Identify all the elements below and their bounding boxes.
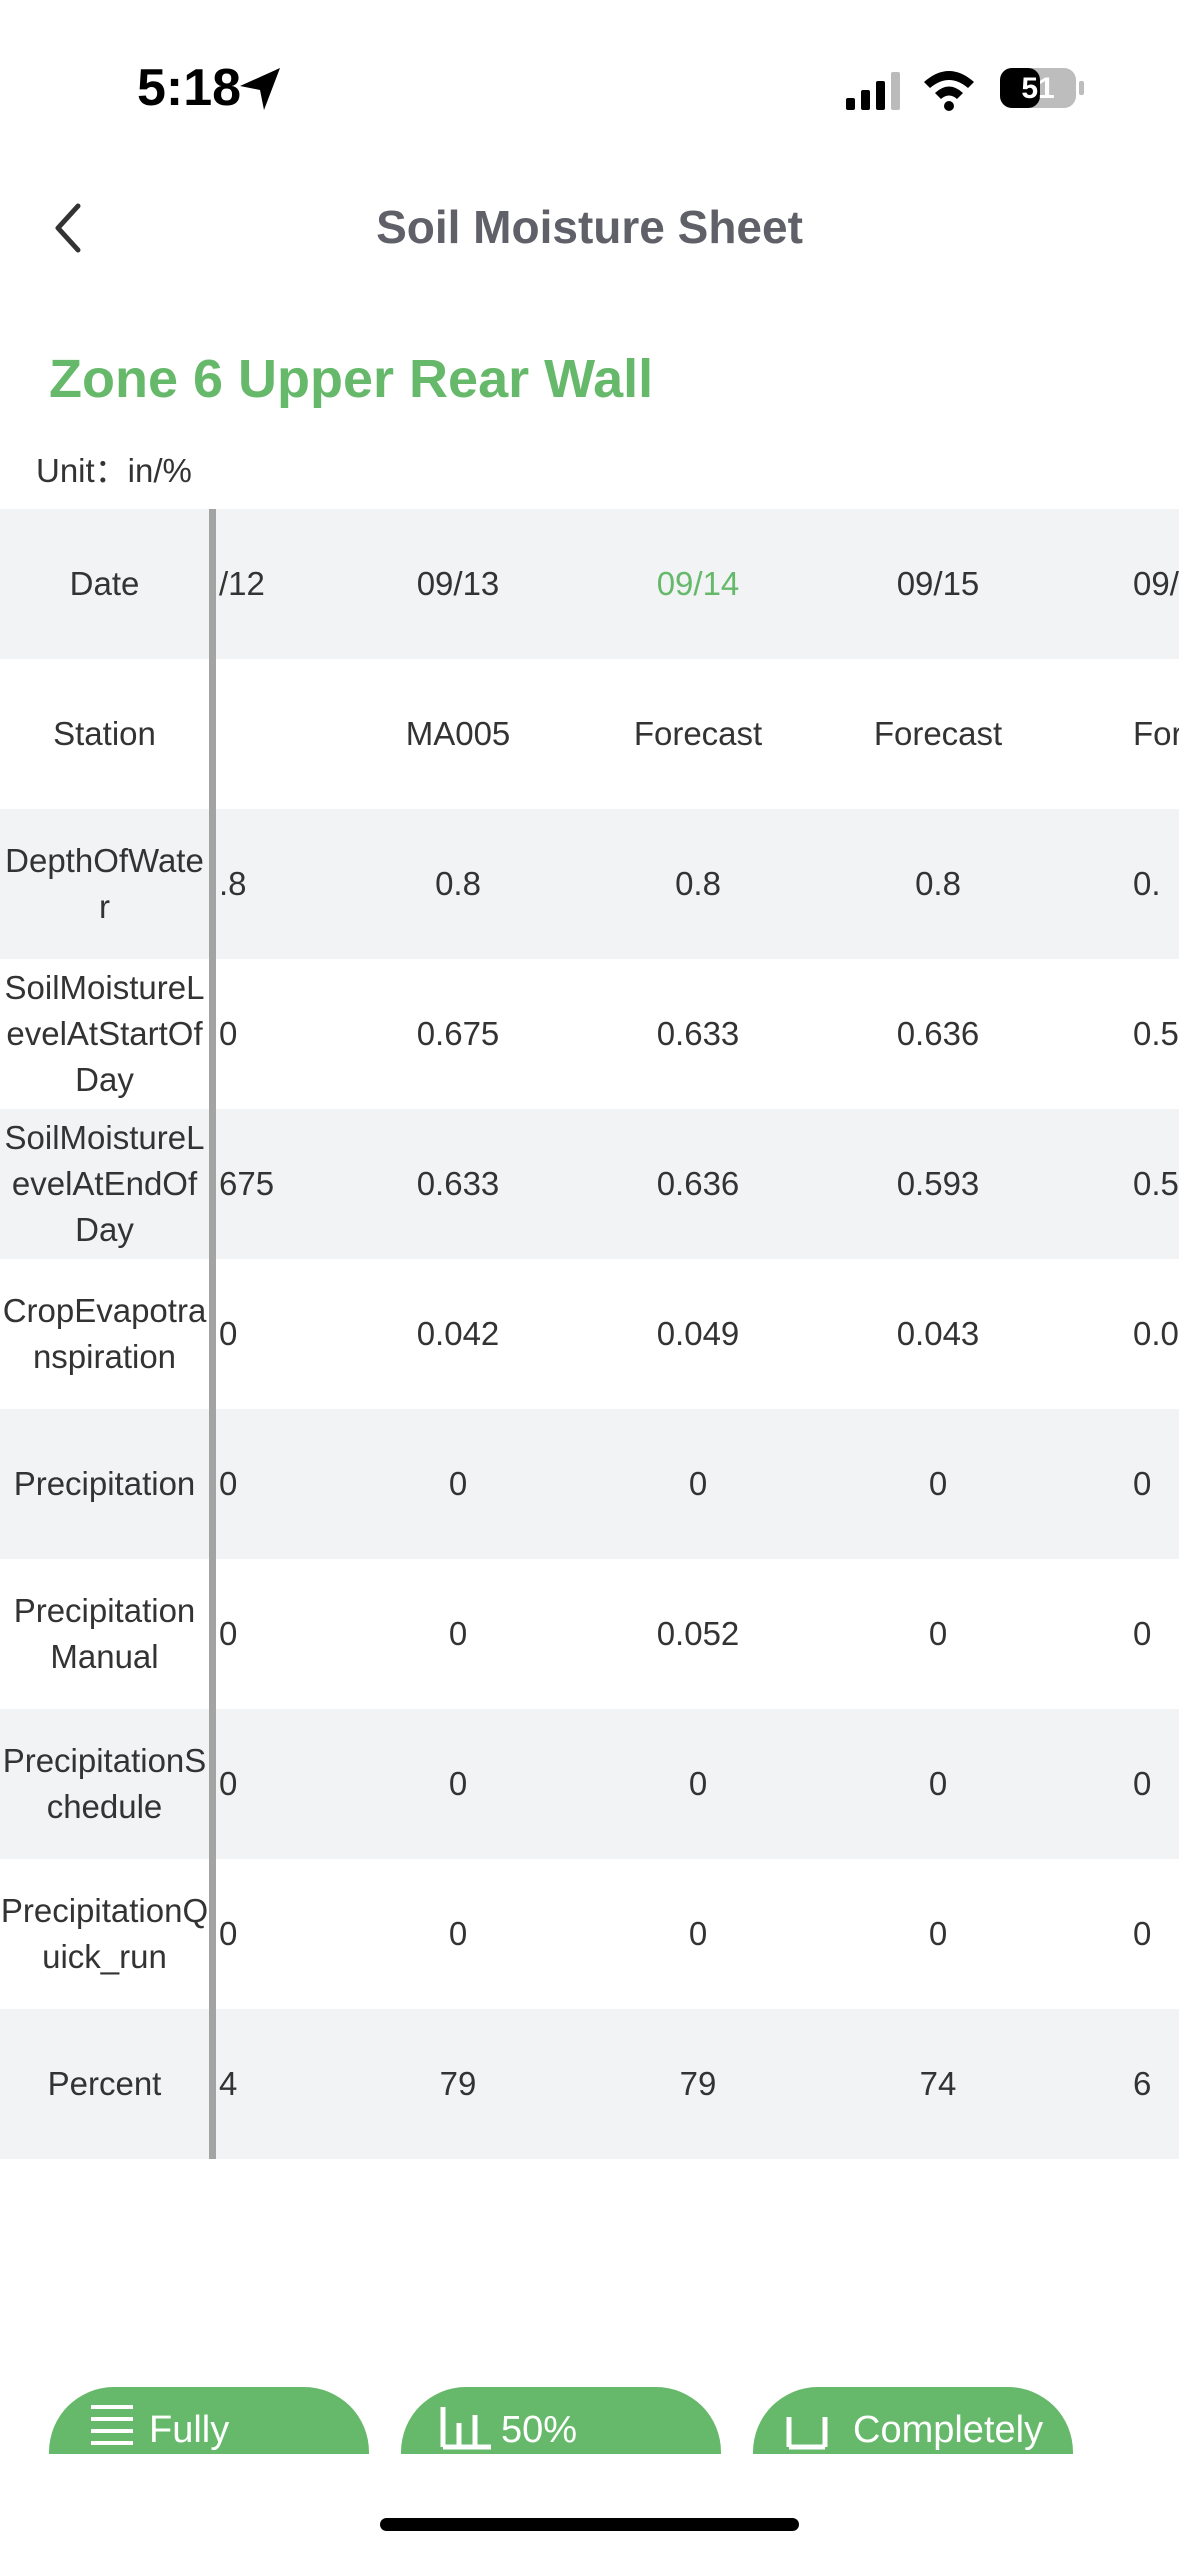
table-cell: 0 (219, 1915, 238, 1952)
table-cell: 0 (688, 1765, 708, 1802)
table-cell: 0 (688, 1465, 708, 1502)
table-row: DepthOfWater .8 0.8 0.8 0.8 0. (0, 809, 1179, 959)
table-cell: 0 (448, 1615, 468, 1652)
table-cell: 675 (219, 1165, 275, 1202)
back-button[interactable] (48, 200, 88, 256)
table-cell: 0.049 (656, 1315, 740, 1352)
button-label: Fully (149, 2409, 230, 2451)
table-cell: 0.675 (416, 1015, 500, 1052)
table-row: Precipitation 0 0 0 0 0 (0, 1409, 1179, 1559)
table-cell: 0.5 (1133, 1165, 1179, 1202)
row-label: PrecipitationManual (13, 1592, 196, 1675)
table-cell: 0.593 (896, 1165, 980, 1202)
table-cell: 0.052 (656, 1615, 740, 1652)
table-cell: 0.5 (1133, 1015, 1179, 1052)
home-indicator (380, 2518, 799, 2531)
table-cell: 09/13 (416, 565, 500, 602)
table-cell: 0 (688, 1915, 708, 1952)
unit-label: Unit：in/% (36, 452, 192, 489)
table-cell: Fore (1133, 715, 1179, 752)
table-cell: 6 (1133, 2065, 1152, 2102)
table-cell: 0 (219, 1015, 238, 1052)
table-row: CropEvapotranspiration 0 0.042 0.049 0.043 0.… (0, 1259, 1179, 1409)
table-row: PrecipitationSchedule 0 0 0 0 0 (0, 1709, 1179, 1859)
table-cell: 0.633 (656, 1015, 740, 1052)
table-cell: 0 (219, 1315, 238, 1352)
table-cell: 09/ (1133, 565, 1179, 602)
table-row: PrecipitationQuick_run 0 0 0 0 0 (0, 1859, 1179, 2009)
row-label: PrecipitationQuick_run (0, 1892, 209, 1975)
table-cell: 0.8 (675, 865, 721, 902)
status-time: 5:18 (137, 59, 242, 117)
table-cell: 0 (219, 1465, 238, 1502)
button-label: Completely (853, 2409, 1044, 2451)
table-row: Percent 4 79 79 74 6 (0, 2009, 1179, 2159)
row-label: PrecipitationSchedule (2, 1742, 207, 1825)
table-cell: 0 (219, 1765, 238, 1802)
button-bar: Fully 50% Completely (0, 2387, 1179, 2454)
data-table: Date/12 09/13 09/14 09/15 09/Station MA005 For… (0, 509, 1179, 2159)
row-label: DepthOfWater (5, 842, 204, 925)
table-cell: Forecast (633, 715, 763, 752)
table-cell: 0 (448, 1765, 468, 1802)
row-label: SoilMoistureLevelAtStartOfDay (4, 969, 205, 1098)
table-cell: 0.633 (416, 1165, 500, 1202)
table-cell: 0.8 (435, 865, 481, 902)
table-cell: 0 (448, 1915, 468, 1952)
table-cell: 0. (1133, 865, 1161, 902)
row-label: SoilMoistureLevelAtEndOfDay (4, 1119, 205, 1248)
table-row: SoilMoistureLevelAtStartOfDay 0 0.675 0.633… (0, 959, 1179, 1109)
table-cell: 09/15 (896, 565, 980, 602)
table-cell: Forecast (873, 715, 1003, 752)
table-cell: 0.043 (896, 1315, 980, 1352)
row-label: Precipitation (13, 1465, 196, 1502)
row-label: CropEvapotranspiration (2, 1292, 207, 1375)
status-icons: 51 (846, 68, 1084, 111)
table-cell: /12 (219, 565, 265, 602)
table-row: SoilMoistureLevelAtEndOfDay 675 0.633 0.636… (0, 1109, 1179, 1259)
table-cell: 0 (928, 1915, 948, 1952)
table-cell: 0 (1133, 1915, 1152, 1952)
table-cell: 4 (219, 2065, 238, 2102)
table-cell: .8 (219, 865, 247, 902)
zone-title: Zone 6 Upper Rear Wall (49, 349, 654, 409)
table-cell: 79 (439, 2065, 477, 2102)
table-row: PrecipitationManual 0 0 0.052 0 0 (0, 1559, 1179, 1709)
action-button[interactable]: Completely (753, 2387, 1073, 2454)
table-cell: 74 (919, 2065, 957, 2102)
location-icon (240, 68, 280, 110)
table-cell: 0.0 (1133, 1315, 1179, 1352)
table-cell: 0 (1133, 1615, 1152, 1652)
page-title: Soil Moisture Sheet (376, 201, 803, 253)
table-row: Station MA005 Forecast Forecast Fore (0, 659, 1179, 809)
table-cell: 0 (219, 1615, 238, 1652)
row-label: Station (53, 715, 156, 752)
table-cell: 0 (1133, 1465, 1152, 1502)
table-cell: 0.636 (656, 1165, 740, 1202)
column-divider (209, 509, 216, 2159)
button-label: 50% (501, 2409, 578, 2451)
table-cell: 0 (1133, 1765, 1152, 1802)
action-button[interactable]: Fully (49, 2387, 369, 2454)
table-cell: 09/14 (656, 565, 740, 602)
battery-level: 51 (1021, 72, 1054, 105)
table-cell: 0.636 (896, 1015, 980, 1052)
table-cell: 0.8 (915, 865, 961, 902)
table-cell: MA005 (405, 715, 511, 752)
table-cell: 79 (679, 2065, 717, 2102)
table-row: Date/12 09/13 09/14 09/15 09/ (0, 509, 1179, 659)
table-cell: 0 (928, 1465, 948, 1502)
row-label: Date (69, 565, 140, 602)
table-cell: 0.042 (416, 1315, 500, 1352)
table-cell: 0 (448, 1465, 468, 1502)
table-cell: 0 (928, 1765, 948, 1802)
action-button[interactable]: 50% (401, 2387, 721, 2454)
table-cell: 0 (928, 1615, 948, 1652)
row-label: Percent (47, 2065, 162, 2102)
